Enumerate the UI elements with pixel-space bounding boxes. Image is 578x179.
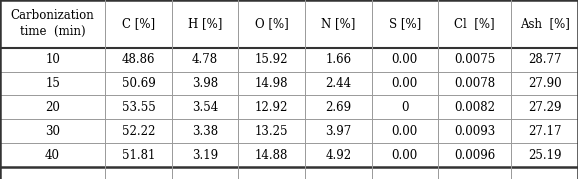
Text: 40: 40: [45, 149, 60, 162]
Bar: [512, 95, 578, 119]
Bar: [238, 143, 305, 167]
Bar: [512, 48, 578, 72]
Bar: [172, 72, 238, 95]
Bar: [372, 0, 438, 48]
Text: 3.54: 3.54: [192, 101, 218, 114]
Bar: [105, 119, 172, 143]
Bar: [172, 119, 238, 143]
Bar: [305, 143, 372, 167]
Text: 3.19: 3.19: [192, 149, 218, 162]
Bar: [0, 72, 105, 95]
Text: 1.66: 1.66: [325, 53, 351, 66]
Bar: [105, 95, 172, 119]
Text: 12.92: 12.92: [255, 101, 288, 114]
Bar: [172, 95, 238, 119]
Text: Carbonization
time  (min): Carbonization time (min): [11, 9, 94, 38]
Text: 0.0093: 0.0093: [454, 125, 495, 138]
Bar: [305, 119, 372, 143]
Bar: [372, 119, 438, 143]
Bar: [372, 72, 438, 95]
Bar: [305, 72, 372, 95]
Bar: [238, 72, 305, 95]
Text: 4.78: 4.78: [192, 53, 218, 66]
Text: 27.90: 27.90: [528, 77, 561, 90]
Bar: [0, 0, 105, 48]
Bar: [438, 119, 512, 143]
Bar: [372, 143, 438, 167]
Bar: [438, 48, 512, 72]
Text: 13.25: 13.25: [255, 125, 288, 138]
Text: 3.97: 3.97: [325, 125, 351, 138]
Bar: [105, 143, 172, 167]
Text: 25.19: 25.19: [528, 149, 561, 162]
Text: 0.00: 0.00: [392, 77, 418, 90]
Bar: [105, 48, 172, 72]
Text: H [%]: H [%]: [188, 17, 223, 30]
Bar: [0, 95, 105, 119]
Text: 0.0096: 0.0096: [454, 149, 495, 162]
Bar: [172, 0, 238, 48]
Text: 2.69: 2.69: [325, 101, 351, 114]
Bar: [0, 143, 105, 167]
Bar: [305, 0, 372, 48]
Text: 27.29: 27.29: [528, 101, 561, 114]
Text: 52.22: 52.22: [122, 125, 155, 138]
Text: 51.81: 51.81: [122, 149, 155, 162]
Text: 0.00: 0.00: [392, 125, 418, 138]
Bar: [172, 143, 238, 167]
Bar: [438, 143, 512, 167]
Bar: [438, 0, 512, 48]
Text: 14.88: 14.88: [255, 149, 288, 162]
Bar: [238, 0, 305, 48]
Text: S [%]: S [%]: [389, 17, 421, 30]
Bar: [0, 119, 105, 143]
Text: 28.77: 28.77: [528, 53, 561, 66]
Bar: [305, 95, 372, 119]
Bar: [512, 0, 578, 48]
Text: C [%]: C [%]: [122, 17, 155, 30]
Text: O [%]: O [%]: [255, 17, 288, 30]
Text: 30: 30: [45, 125, 60, 138]
Text: 14.98: 14.98: [255, 77, 288, 90]
Text: 48.86: 48.86: [122, 53, 155, 66]
Bar: [438, 72, 512, 95]
Text: 20: 20: [45, 101, 60, 114]
Bar: [372, 48, 438, 72]
Text: Cl  [%]: Cl [%]: [454, 17, 495, 30]
Bar: [172, 48, 238, 72]
Bar: [238, 95, 305, 119]
Text: 53.55: 53.55: [121, 101, 155, 114]
Bar: [105, 72, 172, 95]
Bar: [512, 119, 578, 143]
Text: 15: 15: [45, 77, 60, 90]
Text: 3.38: 3.38: [192, 125, 218, 138]
Text: 4.92: 4.92: [325, 149, 351, 162]
Bar: [238, 119, 305, 143]
Text: 50.69: 50.69: [121, 77, 155, 90]
Text: 0.0082: 0.0082: [454, 101, 495, 114]
Text: 2.44: 2.44: [325, 77, 351, 90]
Text: Ash  [%]: Ash [%]: [520, 17, 570, 30]
Text: 0.00: 0.00: [392, 149, 418, 162]
Text: 15.92: 15.92: [255, 53, 288, 66]
Text: 3.98: 3.98: [192, 77, 218, 90]
Bar: [105, 0, 172, 48]
Bar: [512, 72, 578, 95]
Bar: [438, 95, 512, 119]
Text: 0.0078: 0.0078: [454, 77, 495, 90]
Bar: [0, 48, 105, 72]
Bar: [238, 48, 305, 72]
Text: 27.17: 27.17: [528, 125, 561, 138]
Text: N [%]: N [%]: [321, 17, 355, 30]
Text: 0.0075: 0.0075: [454, 53, 495, 66]
Text: 10: 10: [45, 53, 60, 66]
Text: 0: 0: [401, 101, 409, 114]
Bar: [372, 95, 438, 119]
Bar: [512, 143, 578, 167]
Text: 0.00: 0.00: [392, 53, 418, 66]
Bar: [305, 48, 372, 72]
